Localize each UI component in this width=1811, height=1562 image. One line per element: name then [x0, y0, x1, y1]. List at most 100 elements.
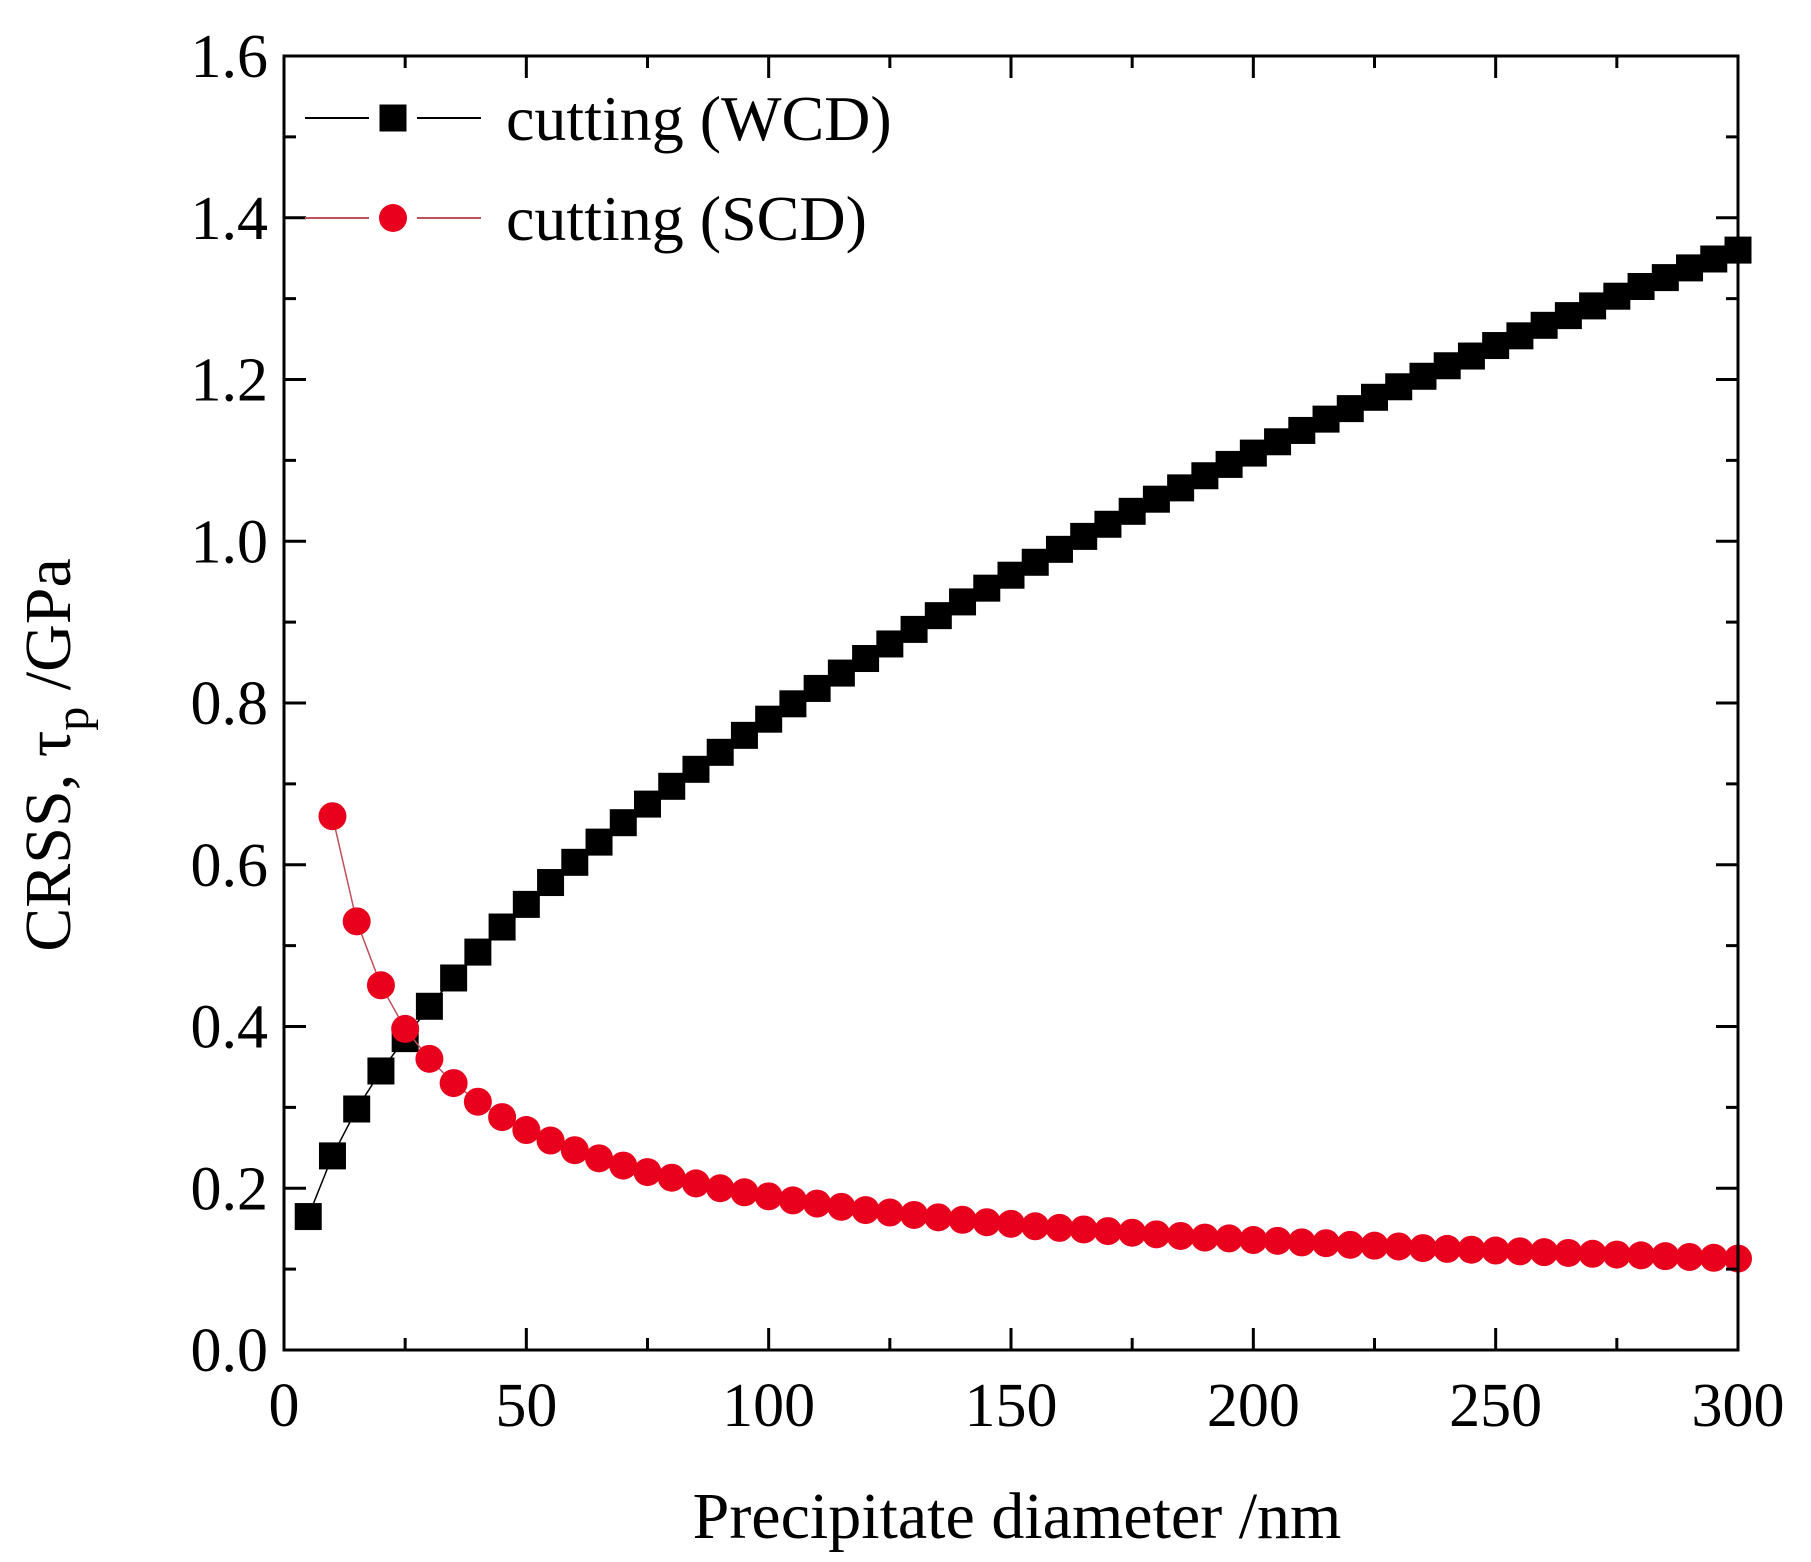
- y-axis-label: CRSS, τp /GPa: [12, 558, 99, 951]
- data-point: [1675, 1242, 1704, 1271]
- data-point: [997, 561, 1025, 589]
- data-point: [1166, 1221, 1195, 1250]
- data-point: [1167, 474, 1195, 502]
- data-point: [342, 907, 371, 936]
- data-point: [1142, 1220, 1171, 1249]
- y-axis-label-unit: /GPa: [12, 558, 85, 707]
- data-point: [1651, 264, 1679, 292]
- data-point: [561, 848, 589, 876]
- data-point: [1651, 1242, 1680, 1271]
- data-point: [1699, 1243, 1728, 1272]
- y-tick-label: 1.4: [191, 185, 269, 253]
- data-point: [755, 705, 783, 733]
- x-tick-label: 250: [1449, 1372, 1542, 1440]
- data-point: [706, 738, 734, 766]
- data-point: [1336, 395, 1364, 423]
- y-tick-label: 0.6: [191, 832, 269, 900]
- legend-entry-scd: cutting (SCD): [305, 183, 867, 254]
- data-point: [658, 772, 686, 800]
- data-point: [1676, 254, 1704, 282]
- data-point: [440, 964, 468, 992]
- data-point: [972, 1208, 1001, 1237]
- data-point: [1481, 1236, 1510, 1265]
- series-0: [294, 236, 1752, 1231]
- legend: cutting (WCD) cutting (SCD): [305, 83, 892, 254]
- data-point: [1215, 450, 1243, 478]
- data-point: [1554, 302, 1582, 330]
- data-point: [681, 1169, 710, 1198]
- data-point: [1239, 439, 1267, 467]
- data-point: [1021, 1212, 1050, 1241]
- data-point: [1530, 311, 1558, 339]
- legend-marker-square: [379, 104, 407, 132]
- data-point: [1603, 282, 1631, 310]
- data-point: [391, 1014, 420, 1043]
- data-point: [1190, 1223, 1219, 1252]
- data-point: [488, 1103, 517, 1132]
- data-point: [851, 1196, 880, 1225]
- data-point: [1385, 373, 1413, 401]
- data-point: [1602, 1240, 1631, 1269]
- data-point: [1579, 292, 1607, 320]
- data-point: [1118, 497, 1146, 525]
- data-point: [1336, 1230, 1365, 1259]
- data-point: [367, 1057, 395, 1085]
- data-point: [488, 913, 516, 941]
- data-point: [1191, 462, 1219, 490]
- data-point: [1700, 245, 1728, 273]
- data-point: [900, 1200, 929, 1229]
- data-point: [1239, 1226, 1268, 1255]
- data-point: [464, 938, 492, 966]
- data-point: [1312, 405, 1340, 433]
- data-point: [1118, 1218, 1147, 1247]
- data-point: [1408, 1234, 1437, 1263]
- legend-label-wcd: cutting (WCD): [506, 83, 892, 154]
- data-point: [318, 802, 347, 831]
- data-point: [1457, 342, 1485, 370]
- y-axis-label-subscript: p: [46, 707, 99, 731]
- data-point: [1312, 1229, 1341, 1258]
- data-point: [778, 1186, 807, 1215]
- data-point: [1554, 1238, 1583, 1267]
- data-point: [536, 1126, 565, 1155]
- data-point: [1409, 362, 1437, 390]
- data-point: [1530, 1238, 1559, 1267]
- data-point: [754, 1182, 783, 1211]
- x-axis-label: Precipitate diameter /nm: [693, 1480, 1342, 1553]
- data-point: [1457, 1235, 1486, 1264]
- x-tick-label: 100: [722, 1372, 815, 1440]
- data-point: [682, 755, 710, 783]
- data-point: [1288, 416, 1316, 444]
- data-point: [1069, 1215, 1098, 1244]
- data-point: [949, 588, 977, 616]
- data-point: [512, 890, 540, 918]
- legend-entry-wcd: cutting (WCD): [305, 83, 892, 154]
- y-tick-label: 1.6: [191, 23, 269, 91]
- y-tick-label: 0.0: [191, 1317, 269, 1385]
- data-point: [439, 1069, 468, 1098]
- data-point: [1264, 428, 1292, 456]
- data-point: [366, 971, 395, 1000]
- data-point: [512, 1116, 541, 1145]
- data-point: [609, 809, 637, 837]
- y-tick-label: 0.8: [191, 670, 269, 738]
- data-point: [294, 1203, 322, 1231]
- data-point: [924, 602, 952, 630]
- data-point: [657, 1163, 686, 1192]
- series-layer: [294, 236, 1752, 1273]
- data-point: [779, 690, 807, 718]
- data-point: [1093, 1217, 1122, 1246]
- data-point: [1094, 510, 1122, 538]
- data-point: [1433, 352, 1461, 380]
- data-point: [803, 1189, 832, 1218]
- data-point: [1627, 272, 1655, 300]
- data-point: [415, 1044, 444, 1073]
- data-point: [415, 992, 443, 1020]
- series-1: [318, 802, 1752, 1273]
- data-point: [1021, 548, 1049, 576]
- data-point: [634, 790, 661, 818]
- x-tick-label: 300: [1692, 1372, 1785, 1440]
- x-tick-label: 50: [495, 1372, 557, 1440]
- data-point: [1045, 535, 1073, 563]
